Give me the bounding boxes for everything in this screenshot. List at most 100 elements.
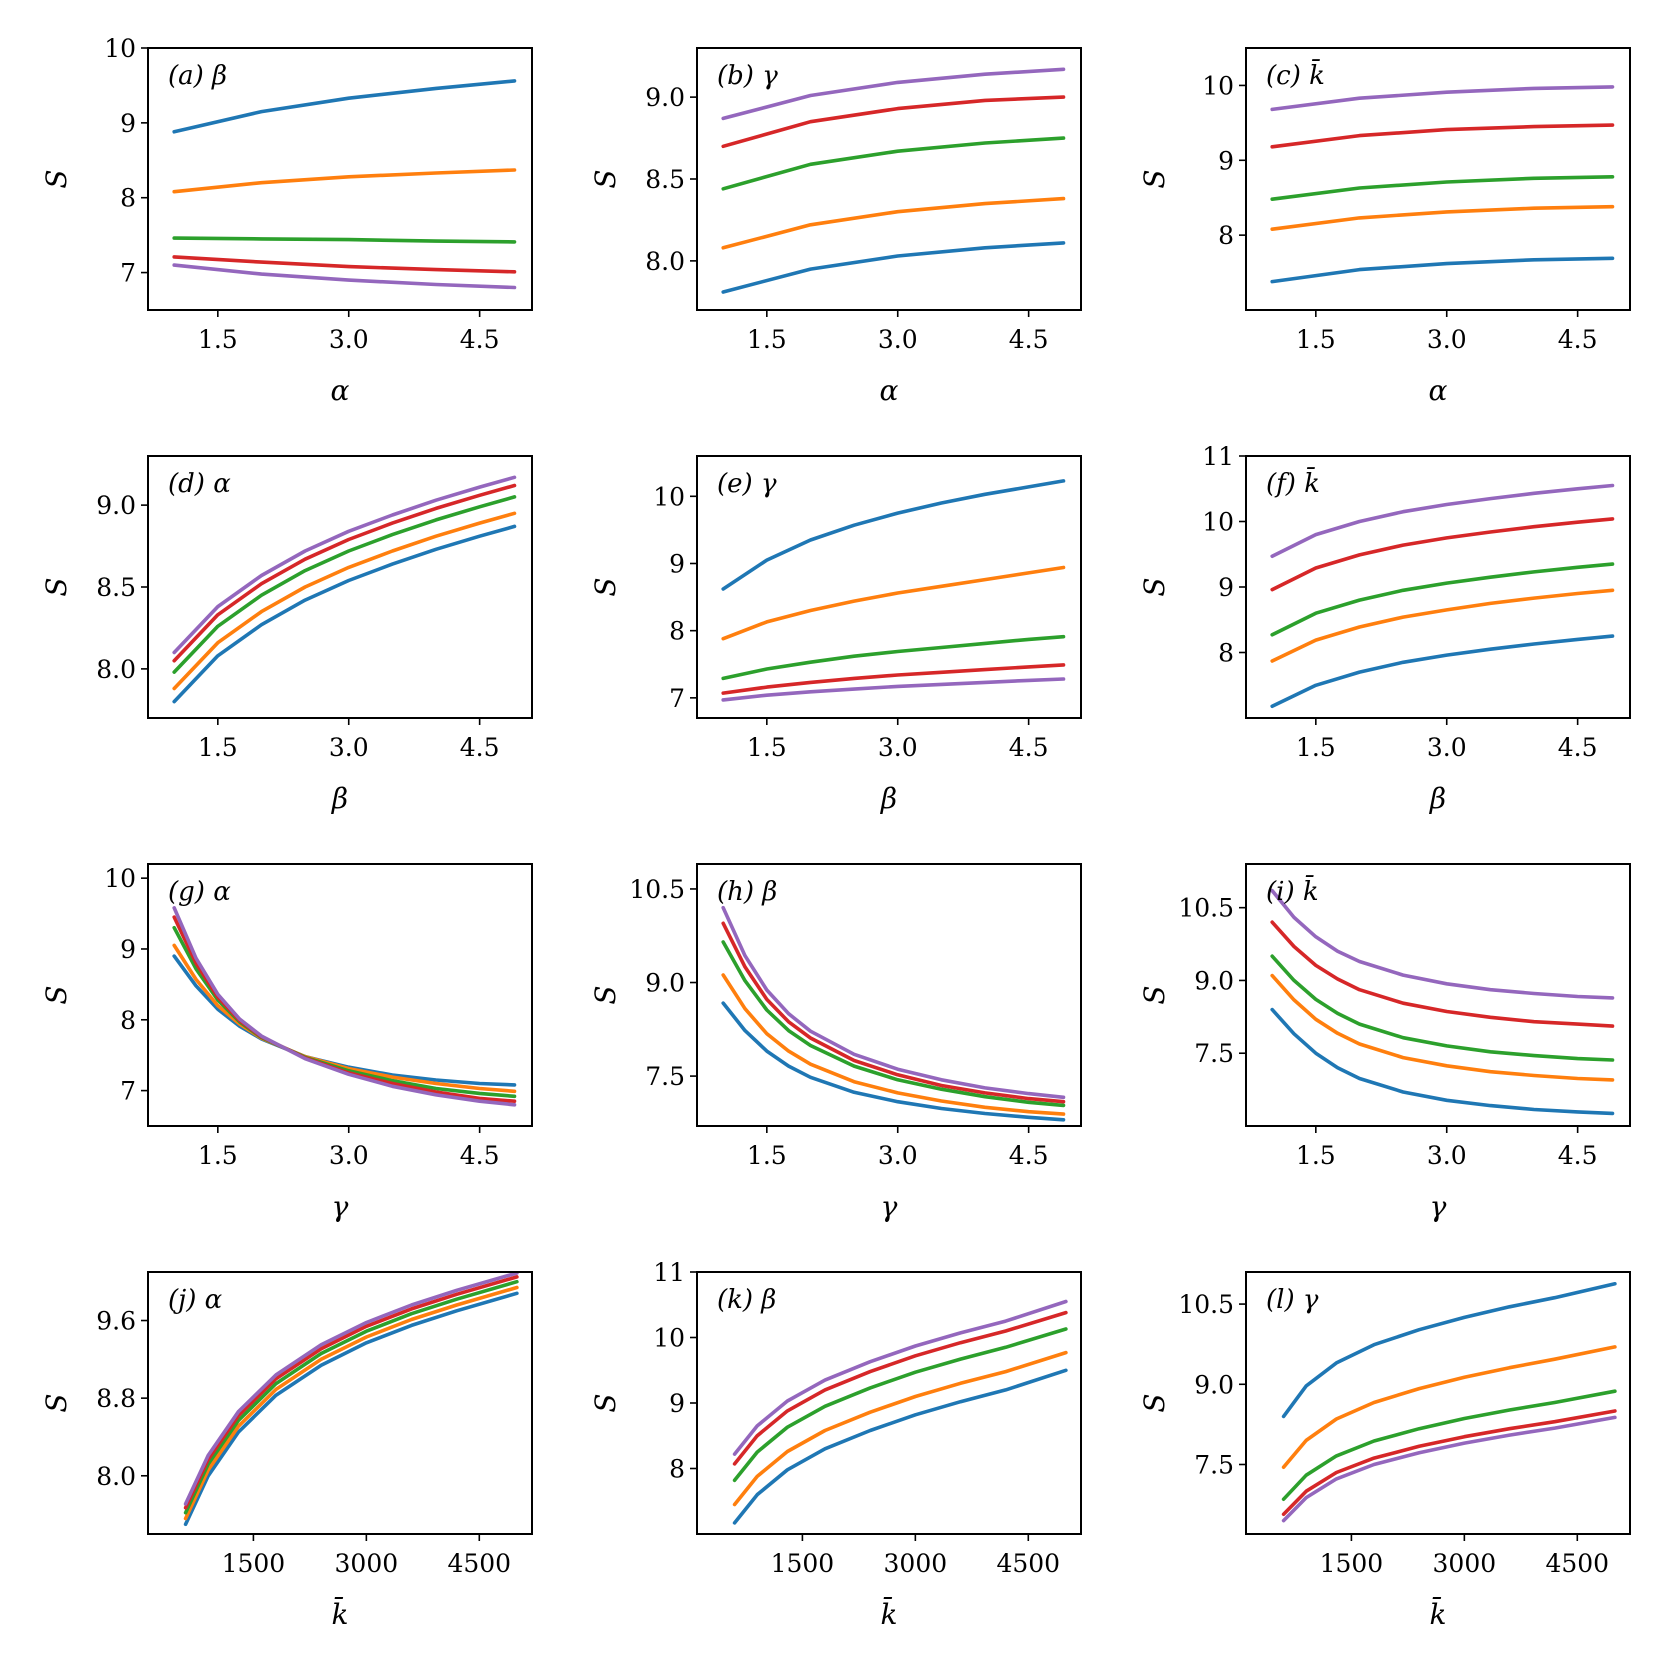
panel-title: (k) β [717,1285,776,1315]
y-axis-label: S [589,1393,622,1412]
series-line-3 [721,136,1066,191]
y-tick-label: 8.8 [96,1384,136,1413]
panel-6: 1.5 3.0 4.5 7 8 9 10 (g) α γ S [40,863,533,1223]
x-tick-label: 4.5 [1009,733,1049,762]
x-tick-label: 1.5 [198,325,238,354]
series-line-1 [1270,1007,1615,1116]
y-tick-label: 10 [104,34,136,63]
panel-5: 1.5 3.0 4.5 8 9 10 11 (f) k̄ β S [1138,442,1631,815]
series-line-1 [1281,1282,1617,1419]
y-tick-label: 9.0 [96,491,136,520]
y-tick-label: 10 [653,482,685,511]
series-line-2 [172,168,517,194]
axes-frame [147,863,533,1127]
x-axis-label: β [331,782,348,815]
series-line-3 [183,1279,519,1515]
x-tick-label: 3.0 [878,733,918,762]
panel-title: (i) k̄ [1266,874,1319,907]
panel-0: 1.5 3.0 4.5 7 8 9 10 (a) β α S [40,34,533,407]
y-tick-label: 8 [669,1455,685,1484]
y-tick-label: 7 [120,1077,136,1106]
x-tick-label: 3.0 [329,1141,369,1170]
panel-title: (l) γ [1266,1285,1319,1315]
x-tick-label: 3000 [1433,1549,1497,1578]
x-tick-label: 1.5 [198,1141,238,1170]
series-line-4 [732,1310,1068,1466]
series-line-4 [183,1275,519,1510]
x-tick-label: 1.5 [1296,733,1336,762]
series-line-3 [721,634,1066,681]
x-axis-label: β [880,782,897,815]
y-tick-label: 11 [653,1258,685,1287]
x-axis-label: α [880,374,899,407]
y-axis-label: S [40,577,73,596]
y-tick-label: 8 [669,617,685,646]
x-tick-label: 1500 [1320,1549,1384,1578]
panel-10: 1500 3000 4500 8 9 10 11 (k) β k̄ S [589,1258,1082,1631]
y-tick-label: 10 [653,1324,685,1353]
x-tick-label: 3000 [884,1549,948,1578]
x-tick-label: 4.5 [1009,1141,1049,1170]
series-line-2 [183,1285,519,1521]
series-line-3 [1281,1389,1617,1501]
panel-11: 1500 3000 4500 7.5 9.0 10.5 (l) γ k̄ S [1138,1271,1631,1631]
series-line-4 [721,95,1066,149]
x-tick-label: 3.0 [878,1141,918,1170]
series-line-5 [721,677,1066,702]
panel-9: 1500 3000 4500 8.0 8.8 9.6 (j) α k̄ S [40,1271,533,1631]
panel-title: (e) γ [717,469,777,499]
y-tick-label: 8 [120,1006,136,1035]
series-line-5 [1270,888,1615,1000]
series-line-2 [1270,204,1615,231]
y-axis-label: S [1138,577,1171,596]
x-axis-label: α [331,374,350,407]
x-tick-label: 3.0 [1427,733,1467,762]
series-line-4 [721,921,1066,1104]
series-line-5 [172,906,517,1107]
x-tick-label: 1500 [222,1549,286,1578]
series-line-4 [1270,920,1615,1028]
x-axis-label: k̄ [881,1596,898,1631]
x-tick-label: 1.5 [747,1141,787,1170]
panel-7: 1.5 3.0 4.5 7.5 9.0 10.5 (h) β γ S [589,863,1082,1223]
axes-frame [1245,1271,1631,1535]
x-tick-label: 4.5 [1558,325,1598,354]
series-line-2 [1270,973,1615,1082]
x-axis-label: γ [881,1190,898,1223]
panel-title: (c) k̄ [1266,58,1325,91]
series-line-5 [1281,1415,1617,1523]
y-axis-label: S [40,1393,73,1412]
y-tick-label: 10.5 [1178,1290,1234,1319]
series-line-1 [732,1368,1068,1525]
y-tick-label: 8.5 [645,165,685,194]
series-line-2 [721,196,1066,250]
x-tick-label: 1500 [771,1549,835,1578]
series-line-1 [721,241,1066,294]
x-tick-label: 3.0 [1427,1141,1467,1170]
y-tick-label: 7.5 [1194,1450,1234,1479]
y-tick-label: 8 [1218,221,1234,250]
panel-title: (a) β [168,61,227,91]
series-line-5 [172,475,517,655]
x-axis-label: γ [332,1190,349,1223]
y-tick-label: 9.0 [645,83,685,112]
panel-title: (f) k̄ [1266,466,1320,499]
y-tick-label: 10.5 [1178,894,1234,923]
x-tick-label: 4500 [996,1549,1060,1578]
y-tick-label: 10 [1202,508,1234,537]
series-line-1 [172,79,517,134]
x-axis-label: k̄ [332,1596,349,1631]
y-tick-label: 9.0 [1194,966,1234,995]
x-tick-label: 4.5 [1009,325,1049,354]
x-tick-label: 1.5 [1296,1141,1336,1170]
series-line-4 [721,663,1066,695]
y-axis-label: S [589,985,622,1004]
x-tick-label: 4.5 [1558,733,1598,762]
y-tick-label: 8 [1218,639,1234,668]
series-line-1 [172,524,517,704]
series-line-2 [1270,588,1615,663]
x-axis-label: α [1429,374,1448,407]
panel-4: 1.5 3.0 4.5 7 8 9 10 (e) γ β S [589,455,1082,815]
panel-2: 1.5 3.0 4.5 8 9 10 (c) k̄ α S [1138,47,1631,407]
